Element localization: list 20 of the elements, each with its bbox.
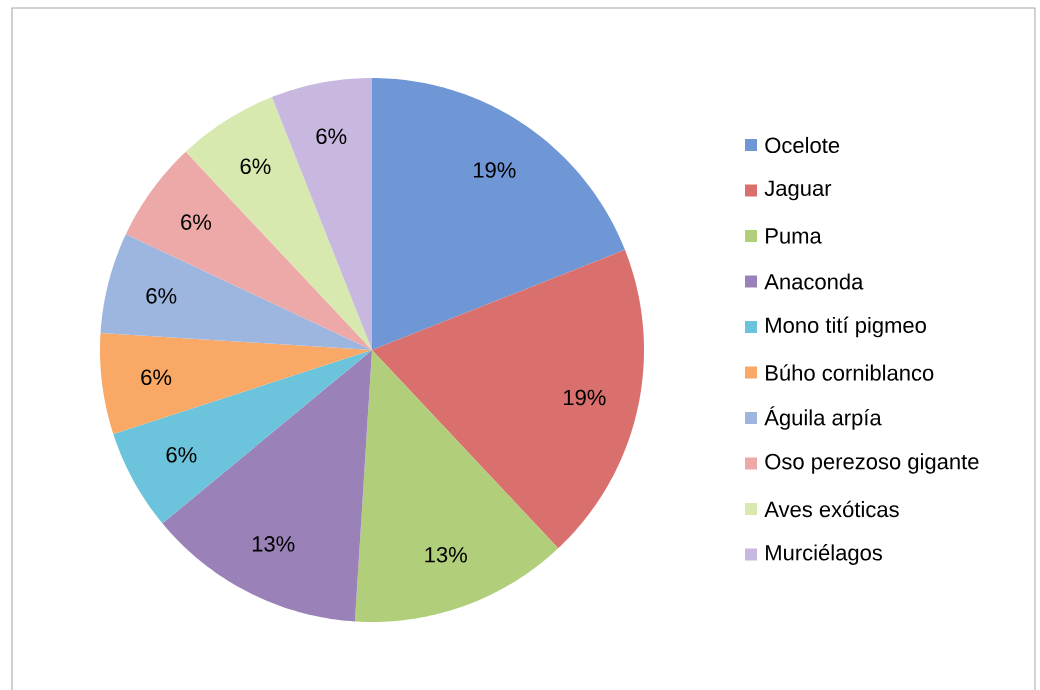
data-label: 19% [473, 162, 516, 178]
legend-label: Oso perezoso gigante [765, 453, 979, 474]
data-label: 6% [316, 128, 347, 145]
legend-label: Puma [766, 228, 822, 244]
data-label: 6% [181, 214, 212, 230]
data-label: 6% [141, 369, 172, 386]
legend-label: Águila arpía [764, 406, 882, 430]
data-label: 19% [564, 389, 606, 406]
data-label: 6% [166, 447, 197, 463]
data-label: 6% [240, 158, 271, 175]
legend-label: Mono tití pigmeo [766, 316, 926, 338]
legend-label: Aves exóticas [764, 500, 899, 518]
data-label: 13% [425, 546, 467, 563]
legend-label: Jaguar [764, 180, 832, 201]
legend-label: Búho corniblanco [766, 364, 934, 381]
data-label: 13% [252, 536, 295, 552]
legend-label: Ocelote [765, 136, 840, 154]
data-label: 6% [146, 288, 177, 304]
legend-label: Anaconda [764, 273, 864, 290]
legend-label: Murciélagos [766, 544, 883, 565]
